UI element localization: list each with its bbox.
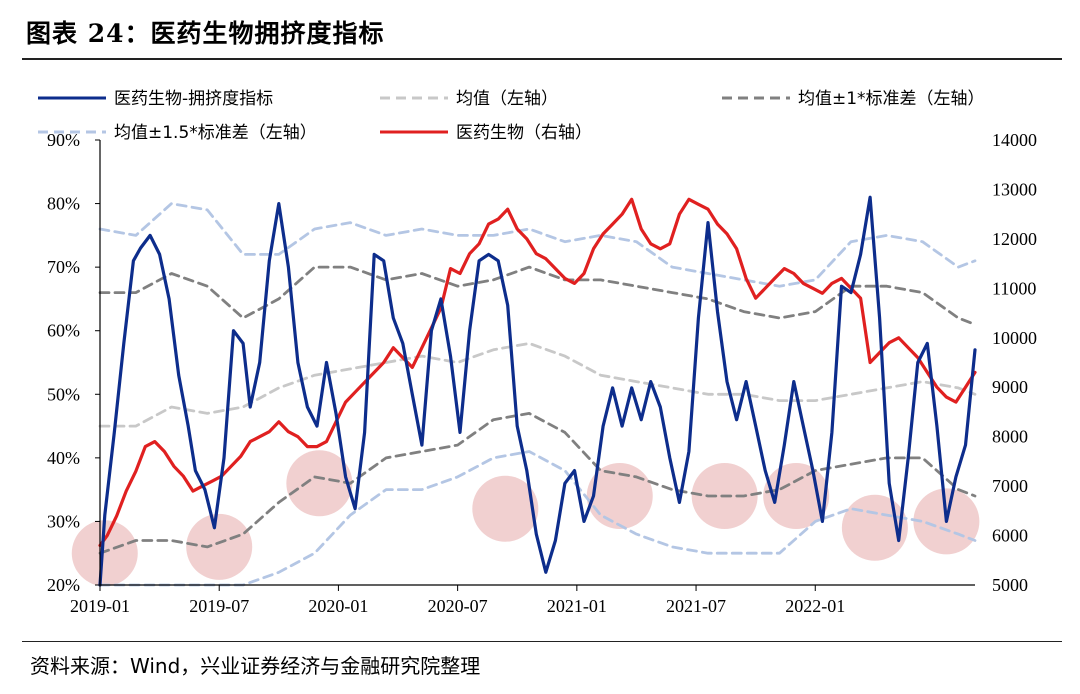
highlight-circle-1	[186, 513, 253, 580]
highlight-circle-0	[71, 520, 138, 587]
series-line-index-6	[98, 197, 977, 548]
right-tick-label: 10000	[992, 328, 1037, 348]
title-rule	[22, 58, 1062, 60]
right-tick-label: 5000	[992, 575, 1028, 595]
right-tick-label: 14000	[992, 130, 1037, 150]
left-tick-label: 70%	[47, 257, 80, 277]
left-tick-label: 90%	[47, 130, 80, 150]
legend-label-index: 医药生物（右轴）	[456, 123, 592, 143]
left-tick-label: 80%	[47, 194, 80, 214]
legend-label-crowding: 医药生物-拥挤度指标	[114, 89, 273, 109]
source-note: 资料来源：Wind，兴业证券经济与金融研究院整理	[30, 654, 481, 678]
crowding-chart: 20% 30% 40% 50% 60% 70% 80% 90% 5000 6000 7000 8000…	[38, 89, 1037, 616]
highlight-circle-3	[472, 475, 539, 542]
source-rule	[22, 641, 1062, 642]
left-tick-label: 20%	[47, 575, 80, 595]
left-tick-label: 60%	[47, 321, 80, 341]
x-tick-label: 2021-01	[547, 596, 607, 616]
x-tick-label: 2021-07	[666, 596, 726, 616]
series-line-band15-4	[98, 202, 977, 288]
x-tick-label: 2020-07	[428, 596, 488, 616]
right-tick-label: 13000	[992, 179, 1037, 199]
x-tick-label: 2019-07	[189, 596, 249, 616]
series-line-band15-5	[98, 450, 977, 587]
page-title: 图表 24：医药生物拥挤度指标	[26, 19, 385, 48]
right-tick-label: 12000	[992, 229, 1037, 249]
legend: 医药生物-拥挤度指标 均值（左轴） 均值±1*标准差（左轴） 均值±1.5*标准…	[38, 89, 985, 143]
highlight-circle-4	[586, 463, 653, 529]
axes-layer: 20% 30% 40% 50% 60% 70% 80% 90% 5000 6000 7000 8000…	[47, 130, 1037, 616]
left-tick-label: 30%	[47, 511, 80, 531]
highlight-circle-2	[286, 450, 353, 517]
legend-label-band15: 均值±1.5*标准差（左轴）	[114, 123, 317, 143]
right-tick-label: 8000	[992, 427, 1028, 447]
x-tick-label: 2019-01	[70, 596, 130, 616]
left-tick-label: 40%	[47, 448, 80, 468]
x-tick-label: 2022-01	[785, 596, 845, 616]
series-line-band1-2	[98, 265, 977, 326]
right-tick-label: 11000	[992, 278, 1036, 298]
right-tick-label: 7000	[992, 476, 1028, 496]
series-line-band1-3	[98, 411, 977, 555]
x-tick-label: 2020-01	[308, 596, 368, 616]
series-line-crowding-0	[98, 195, 977, 587]
left-tick-label: 50%	[47, 384, 80, 404]
series-layer	[98, 195, 977, 587]
legend-label-band1: 均值±1*标准差（左轴）	[798, 89, 985, 109]
legend-label-mean: 均值（左轴）	[456, 89, 558, 109]
right-tick-label: 6000	[992, 526, 1028, 546]
right-tick-label: 9000	[992, 377, 1028, 397]
